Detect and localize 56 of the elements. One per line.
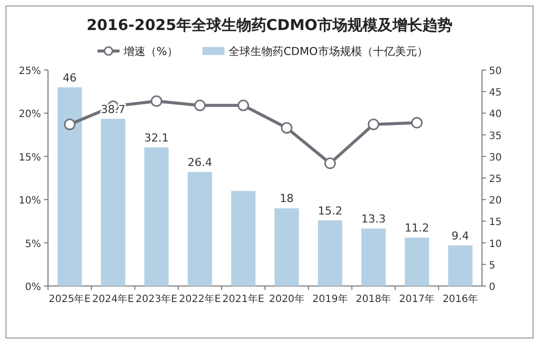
y2-tick-label: 5 — [489, 260, 496, 272]
y2-tick-label: 45 — [489, 88, 502, 99]
y-tick-label: 0% — [25, 282, 41, 293]
bar — [318, 220, 342, 286]
bar — [361, 228, 386, 286]
point — [411, 116, 423, 128]
bar — [188, 172, 212, 286]
point — [64, 118, 76, 130]
data-label: 26.4 — [188, 156, 212, 169]
y-tick-label: 10% — [18, 196, 41, 207]
y2-tick-label: 40 — [489, 109, 502, 120]
point — [324, 158, 336, 170]
y2-tick-label: 25 — [489, 174, 502, 185]
bar — [404, 238, 430, 286]
y2-tick-label: 0 — [489, 282, 496, 293]
x-tick-label: 2022年E — [179, 293, 221, 305]
data-label: 9.4 — [452, 229, 470, 242]
x-tick-label: 2016年 — [442, 293, 478, 305]
y2-tick-label: 10 — [489, 238, 502, 250]
data-label: 18 — [280, 192, 294, 206]
y2-tick-label: 30 — [489, 152, 502, 164]
x-tick-label: 2019年 — [312, 293, 348, 305]
y2-tick-label: 35 — [489, 130, 502, 142]
x-tick-label: 2023年E — [136, 293, 178, 305]
data-label: 11.2 — [404, 222, 430, 235]
x-tick-label: 2018年 — [356, 293, 392, 305]
x-tick-label: 2024年E — [92, 293, 134, 305]
y-tick-label: 20% — [18, 109, 41, 120]
point — [280, 122, 292, 134]
x-tick-label: 2021年E — [222, 293, 264, 305]
data-label: 32.1 — [144, 131, 169, 144]
point — [238, 100, 250, 112]
y2-tick-label: 50 — [489, 66, 502, 77]
data-label: 15.2 — [318, 204, 342, 218]
legend-label: 增速（%） — [122, 45, 178, 58]
bar — [144, 147, 169, 286]
y-tick-label: 15% — [18, 152, 41, 164]
data-label: 13.3 — [361, 212, 386, 226]
bar — [100, 118, 126, 286]
point — [194, 100, 206, 112]
bar — [274, 208, 299, 286]
bar — [231, 190, 256, 286]
bar — [58, 87, 82, 286]
point — [150, 95, 162, 107]
legend-label: 全球生物药CDMO市场规模（十亿美元） — [228, 45, 428, 58]
point — [368, 118, 380, 130]
y2-tick-label: 20 — [489, 196, 502, 207]
y-tick-label: 25% — [18, 66, 41, 77]
bar — [448, 245, 472, 286]
x-tick-label: 2017年 — [399, 293, 435, 305]
y-tick-label: 5% — [25, 238, 41, 250]
y2-tick-label: 15 — [489, 217, 502, 228]
x-tick-label: 2025年E — [48, 293, 91, 305]
data-label: 46 — [62, 71, 77, 84]
chart-title: 2016-2025年全球生物药CDMO市场规模及增长趋势 — [86, 16, 452, 34]
x-tick-label: 2020年 — [268, 293, 304, 305]
